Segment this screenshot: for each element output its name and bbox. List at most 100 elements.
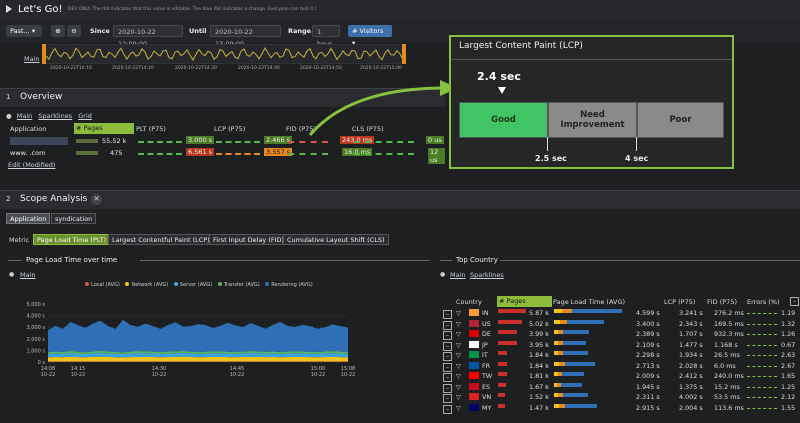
legend-server[interactable]: Server (AVG) <box>173 282 212 288</box>
legend-transfer-label: Transfer (AVG) <box>223 282 260 288</box>
country-row[interactable]: – ▽ MY 1.47 k 2.915 s 2.004 s 113.6 ms 1.55 <box>440 403 800 415</box>
ct-h-plt[interactable]: Page Load Time (AVG) <box>553 298 626 306</box>
collapse-row-icon[interactable]: – <box>443 320 452 330</box>
collapse-row-icon[interactable]: – <box>443 341 452 351</box>
filter-icon[interactable]: ▽ <box>456 361 461 370</box>
legend-rendering[interactable]: Rendering (AVG) <box>265 282 313 288</box>
expand-all-icon[interactable]: – <box>790 297 799 306</box>
country-row[interactable]: – ▽ IN 5.87 k 4.599 s 3.241 s 276.2 ms 1.19 <box>440 309 800 320</box>
country-row[interactable]: – ▽ DE 3.99 k 2.389 s 1.707 s 932.3 ms 1.26 <box>440 330 800 341</box>
ov-h-fid[interactable]: FID (P75) <box>286 125 316 133</box>
collapse-triangle-icon[interactable] <box>6 5 12 13</box>
collapse-row-icon[interactable]: – <box>443 331 452 340</box>
country-row[interactable]: – ▽ FR 1.84 k 2.713 s 2.028 s 6.0 ms 2.67 <box>440 361 800 373</box>
ov-h-pages[interactable]: # Pages <box>74 123 134 134</box>
filter-icon[interactable]: ▽ <box>456 382 461 391</box>
collapse-row-icon[interactable]: – <box>443 352 452 361</box>
overview-link-main[interactable]: Main <box>16 112 33 120</box>
collapse-row-icon[interactable]: – <box>443 310 452 319</box>
country-row[interactable]: – ▽ VN 1.52 k 2.311 s 4.002 s 53.5 ms 2.12 <box>440 393 800 404</box>
filter-icon[interactable]: ▽ <box>456 309 461 317</box>
pages-bar <box>498 319 522 324</box>
timeline-tick-5: 2020-10-22T15:00 <box>360 66 402 71</box>
overview-link-sparklines[interactable]: Sparklines <box>38 112 73 120</box>
area-series-transfer-avg[interactable] <box>48 350 348 354</box>
country-fid: 932.3 ms <box>714 330 744 338</box>
flag-icon <box>469 309 479 316</box>
pages-bar <box>498 351 507 355</box>
area-series-local-avg[interactable] <box>48 361 348 362</box>
zoom-in-button[interactable]: ⊕ <box>51 25 65 37</box>
ct-h-errors[interactable]: Errors (%) <box>747 298 780 306</box>
plt-area-chart[interactable]: 5,000 s4,000 s3,000 s2,000 s1,000 s0 s14… <box>0 296 360 384</box>
country-row[interactable]: – ▽ JP 3.95 k 2.109 s 1.477 s 1.168 s 0.67 <box>440 340 800 352</box>
collapse-row-icon[interactable]: – <box>443 404 452 414</box>
close-icon[interactable]: ✕ <box>91 194 102 205</box>
filter-icon[interactable]: ▽ <box>456 393 461 401</box>
collapse-row-icon[interactable]: – <box>443 394 452 403</box>
filter-icon[interactable]: ▽ <box>456 340 461 349</box>
legend-local[interactable]: Local (AVG) <box>85 282 120 288</box>
timeline-tick-2: 2020-10-22T14:30 <box>175 66 217 71</box>
range-input[interactable]: 1 hour <box>312 25 340 48</box>
filter-icon[interactable]: ▽ <box>456 319 461 328</box>
country-code: DE <box>482 330 491 338</box>
filter-icon[interactable]: ▽ <box>456 372 461 380</box>
errors-sparkline <box>747 386 777 390</box>
legend-dot-transfer <box>217 282 222 286</box>
legend-network[interactable]: Network (AVG) <box>125 282 168 288</box>
collapse-row-icon[interactable]: – <box>443 373 452 382</box>
scope-tab-application[interactable]: Application <box>6 213 51 224</box>
past-button[interactable]: Past... ▾ <box>6 25 42 37</box>
ct-h-fid[interactable]: FID (P75) <box>707 298 737 306</box>
scope-tab-syndication[interactable]: syndication <box>51 213 97 224</box>
filter-icon[interactable]: ▽ <box>456 330 461 338</box>
country-errors: 2.12 <box>781 393 796 401</box>
ct-h-pages[interactable]: # Pages <box>497 296 552 307</box>
filter-icon[interactable]: ▽ <box>456 351 461 359</box>
ov-h-app[interactable]: Application <box>10 125 47 133</box>
country-lcp: 4.002 s <box>679 393 703 401</box>
country-row[interactable]: – ▽ TW 1.81 k 2.009 s 2.412 s 240.0 ms 1.65 <box>440 372 800 383</box>
ov-h-cls[interactable]: CLS (P75) <box>352 125 384 133</box>
ov-app[interactable] <box>10 137 68 145</box>
country-row[interactable]: – ▽ ES 1.67 k 1.945 s 1.375 s 15.2 ms 1.25 <box>440 382 800 394</box>
timeline-main-link[interactable]: Main <box>24 55 40 63</box>
filter-icon[interactable]: ▽ <box>456 403 461 412</box>
until-input[interactable]: 2020-10-22 13:09:00 <box>210 25 281 48</box>
edit-modified-link[interactable]: Edit (Modified) <box>8 161 56 169</box>
area-series-network-avg[interactable] <box>48 356 348 362</box>
metric-plt-tab[interactable]: Page Load Time (PLT) <box>33 234 111 245</box>
ov-row-1[interactable]: www. .com 475 6.561 s 3.557 s 16.0 ms 12… <box>8 148 445 164</box>
overview-header[interactable]: 1 Overview <box>0 88 445 107</box>
metric-fid-tab[interactable]: First Input Delay (FID) <box>209 234 289 245</box>
scope-title: Scope Analysis <box>20 194 88 204</box>
ov-row-0[interactable]: 55.52 k 3.000 s 2.466 s 243.0 ms 0 us <box>8 136 445 147</box>
x-tick-label: 14:30 <box>152 366 166 372</box>
collapse-row-icon[interactable]: – <box>443 383 452 393</box>
visitors-button[interactable]: # Visitors ▾ <box>348 25 392 47</box>
zoom-out-button[interactable]: ⊖ <box>67 25 81 37</box>
timeline[interactable]: Main 2020-10-22T14:10 2020-10-22T14:20 2… <box>0 42 410 78</box>
country-link-main[interactable]: Main <box>450 271 466 279</box>
metric-lcp-tab[interactable]: Largest Contentful Paint (LCP) <box>108 234 214 245</box>
area-series-server-avg[interactable] <box>48 352 348 358</box>
ov-app[interactable]: www. .com <box>10 149 46 157</box>
country-fid: 113.6 ms <box>714 403 744 412</box>
ov-h-plt[interactable]: PLT (P75) <box>136 125 166 133</box>
since-input[interactable]: 2020-10-22 12:09:00 <box>113 25 183 48</box>
plt-chart-main-link[interactable]: Main <box>20 271 36 279</box>
country-row[interactable]: – ▽ IT 1.84 k 2.298 s 1.934 s 26.5 ms 2.63 <box>440 351 800 362</box>
ct-h-lcp[interactable]: LCP (P75) <box>664 298 696 306</box>
overview-link-grid[interactable]: Grid <box>78 112 92 120</box>
metric-cls-tab[interactable]: Cumulative Layout Shift (CLS) <box>283 234 389 245</box>
ov-h-lcp[interactable]: LCP (P75) <box>214 125 246 133</box>
area-series-rendering-avg[interactable] <box>48 319 348 353</box>
country-link-sparklines[interactable]: Sparklines <box>470 271 504 279</box>
country-row[interactable]: – ▽ US 5.02 k 3.400 s 2.343 s 169.5 ms 1.32 <box>440 319 800 331</box>
legend-transfer[interactable]: Transfer (AVG) <box>217 282 260 288</box>
scope-header[interactable]: 2 Scope Analysis ✕ <box>0 190 800 209</box>
ct-h-country[interactable]: Country <box>456 298 482 306</box>
country-plt: 2.009 s <box>636 372 660 380</box>
collapse-row-icon[interactable]: – <box>443 362 452 372</box>
